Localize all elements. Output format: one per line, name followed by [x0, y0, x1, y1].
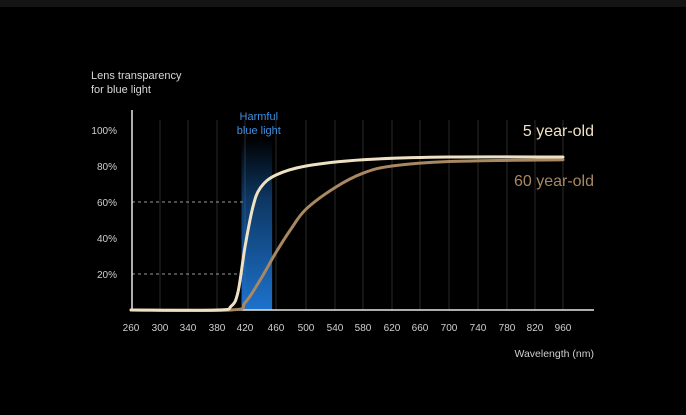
x-tick-label: 380 — [209, 323, 226, 334]
y-tick-label: 80% — [97, 162, 117, 173]
x-tick-label: 260 — [123, 323, 140, 334]
x-tick-label: 340 — [180, 323, 197, 334]
x-tick-label: 500 — [298, 323, 315, 334]
x-tick-label: 540 — [327, 323, 344, 334]
y-tick-label: 60% — [97, 198, 117, 209]
series-label-60-year-old: 60 year-old — [514, 173, 594, 190]
x-tick-label: 580 — [355, 323, 372, 334]
top-bar — [0, 0, 686, 7]
x-axis-title: Wavelength (nm) — [514, 348, 594, 360]
x-tick-label: 300 — [152, 323, 169, 334]
x-tick-label: 740 — [470, 323, 487, 334]
series-label-5-year-old: 5 year-old — [523, 123, 594, 140]
band-label-line: blue light — [237, 125, 281, 137]
x-tick-label: 660 — [412, 323, 429, 334]
harmful-blue-band — [241, 138, 273, 310]
x-tick-label: 420 — [237, 323, 254, 334]
series-line-5-year-old — [129, 155, 565, 312]
y-tick-label: 40% — [97, 234, 117, 245]
y-tick-label: 20% — [97, 270, 117, 281]
x-tick-label: 620 — [384, 323, 401, 334]
band-label-line: Harmful — [240, 111, 279, 123]
y-axis-title-line: Lens transparency — [91, 70, 182, 82]
x-tick-label: 700 — [441, 323, 458, 334]
x-tick-label: 960 — [555, 323, 572, 334]
x-tick-label: 780 — [499, 323, 516, 334]
x-tick-label: 820 — [527, 323, 544, 334]
x-tick-label: 460 — [268, 323, 285, 334]
y-axis-title-line: for blue light — [91, 84, 151, 96]
y-tick-label: 100% — [91, 126, 117, 137]
series-line-60-year-old — [129, 158, 565, 313]
